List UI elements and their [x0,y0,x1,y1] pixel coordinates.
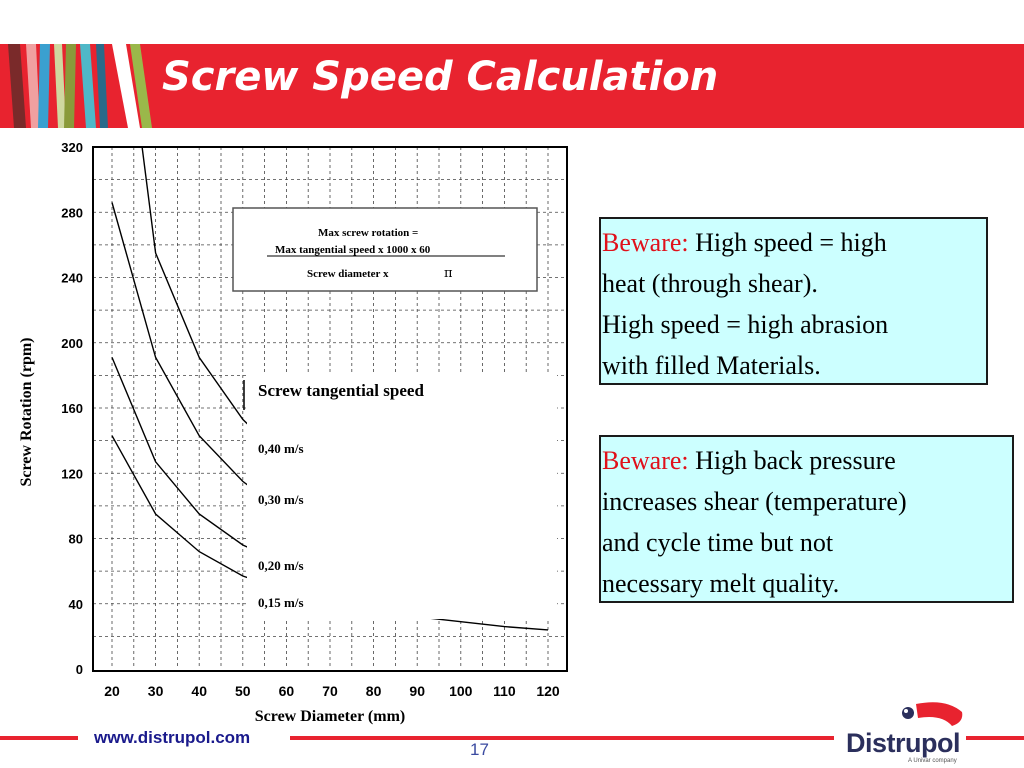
formula-pi: π [444,266,453,281]
footer-line-left [0,736,78,740]
note-line: heat (through shear). [602,269,818,298]
y-tick-label: 320 [61,140,83,155]
x-tick-label: 40 [191,683,207,699]
note-line: High back pressure [695,446,896,475]
decorative-stripes [0,44,160,128]
legend-background [247,374,557,619]
footer-url-link[interactable]: www.distrupol.com [94,728,251,747]
series-label-0: 0,40 m/s [258,441,304,456]
formula-box: Max screw rotation = Max tangential spee… [232,207,538,292]
title-bar [0,44,1024,128]
x-tick-label: 70 [322,683,338,699]
legend: Screw tangential speed [243,374,557,619]
plot-frame [92,146,568,672]
series-label-1: 0,30 m/s [258,492,304,507]
x-tick-label: 60 [279,683,295,699]
beware-label: Beware: [602,446,689,475]
note-line: increases shear (temperature) [602,487,907,516]
x-tick-label: 30 [148,683,164,699]
logo-tagline: A Univar company [908,758,957,764]
y-tick-label: 40 [69,597,83,612]
y-tick-label: 0 [76,662,83,677]
screw-speed-chart: 20 30 40 50 60 70 80 90 100 110 120 0 40 80 120 160 200 2… [18,140,568,725]
x-tick-label: 50 [235,683,251,699]
formula-numerator: Max tangential speed x 1000 x 60 [275,244,431,256]
page-number: 17 [470,740,489,759]
note-line: High speed = high [695,228,887,257]
note-line: necessary melt quality. [602,569,840,598]
x-tick-label: 20 [104,683,120,699]
series-label-3: 0,15 m/s [258,595,304,610]
formula-line1: Max screw rotation = [318,227,418,239]
footer-line-right [966,736,1024,740]
series-label-2: 0,20 m/s [258,558,304,573]
x-tick-label: 110 [493,683,516,699]
legend-items: 0,40 m/s 0,30 m/s 0,20 m/s 0,15 m/s [258,441,304,610]
x-tick-label: 80 [366,683,382,699]
y-tick-label: 240 [61,271,83,286]
y-axis-label: Screw Rotation (rpm) [18,337,35,486]
y-tick-label: 80 [69,532,83,547]
logo-swoosh-icon [902,702,963,726]
beware-note-back-pressure: Beware: High back pressure increases she… [599,435,1014,603]
beware-label: Beware: [602,228,689,257]
footer-line-center [290,736,834,740]
note-line: with filled Materials. [602,351,821,380]
x-axis-label: Screw Diameter (mm) [255,708,405,725]
x-tick-label: 90 [409,683,425,699]
distrupol-logo: Distrupol A Univar company [846,700,966,766]
formula-denominator: Screw diameter x [307,268,389,280]
y-tick-label: 280 [61,205,83,220]
y-tick-label: 200 [61,336,83,351]
chart-ticks: 20 30 40 50 60 70 80 90 100 110 120 0 40 80 120 160 200 2… [61,140,560,699]
note-line: and cycle time but not [602,528,834,557]
note-line: High speed = high abrasion [602,310,889,339]
legend-title: Screw tangential speed [258,381,424,400]
slide-title: Screw Speed Calculation [162,54,719,100]
x-tick-label: 100 [449,683,473,699]
formula-box-frame [232,207,538,292]
logo-wordmark: Distrupol [846,728,961,758]
beware-note-heat: Beware: High speed = high heat (through … [599,217,988,385]
x-tick-label: 120 [536,683,560,699]
y-tick-label: 160 [61,401,83,416]
y-tick-label: 120 [61,466,83,481]
